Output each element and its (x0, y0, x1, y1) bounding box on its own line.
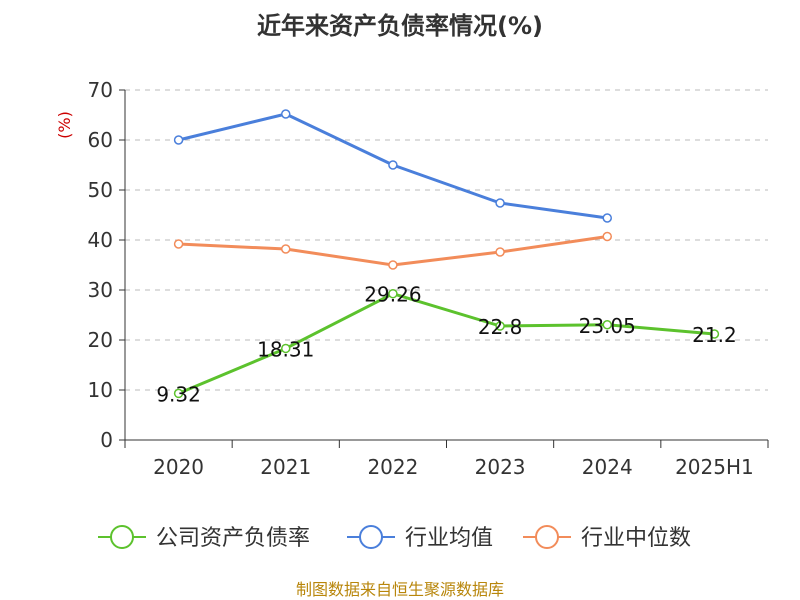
x-tick-label: 2021 (260, 455, 311, 479)
series-line (178, 292, 715, 395)
legend-marker (535, 525, 559, 549)
legend-marker (359, 525, 383, 549)
data-point (173, 388, 184, 399)
data-point (495, 247, 505, 257)
data-label: 21.2 (692, 323, 737, 347)
data-point (388, 288, 398, 299)
y-tick-label: 0 (100, 428, 113, 452)
legend-marker (110, 525, 134, 549)
y-tick-label: 60 (88, 128, 113, 152)
grid (125, 89, 768, 391)
x-tick-label: 2025H1 (675, 455, 754, 479)
legend-label: 公司资产负债率 (156, 526, 310, 551)
x-tick-label: 2023 (475, 455, 526, 479)
data-point (602, 320, 612, 330)
data-point (173, 239, 184, 249)
legend-label: 行业均值 (405, 526, 493, 551)
x-tick-label: 2024 (582, 455, 633, 479)
data-label: 18.31 (257, 337, 314, 361)
y-tick-label: 70 (88, 78, 113, 102)
data-point (602, 213, 612, 223)
legend-item[interactable]: 公司资产负债率 (98, 525, 310, 551)
data-point (388, 160, 398, 170)
legend-item[interactable]: 行业中位数 (523, 525, 691, 551)
data-label: 22.8 (478, 315, 523, 339)
axes: 0 10 20 30 40 50 60 70 2020 2021 2022 2023 2024 2025H… (88, 78, 769, 479)
data-label: 9.32 (156, 382, 201, 406)
series-group (173, 109, 720, 399)
x-tick-label: 2022 (367, 455, 418, 479)
data-point (602, 231, 612, 242)
x-tick-label: 2020 (153, 455, 204, 479)
source-note: 制图数据来自恒生聚源数据库 (296, 580, 504, 599)
y-tick-label: 50 (88, 178, 113, 202)
legend-item[interactable]: 行业均值 (347, 525, 493, 551)
legend-label: 行业中位数 (581, 526, 691, 551)
data-labels: 9.32 18.31 29.26 22.8 23.05 21.2 (156, 283, 736, 407)
y-tick-label: 10 (88, 378, 113, 402)
data-point (281, 109, 291, 119)
y-tick-label: 20 (88, 328, 113, 352)
data-point (495, 321, 505, 331)
legend[interactable]: 公司资产负债率 行业均值 行业中位数 (98, 525, 691, 551)
data-point (281, 244, 291, 254)
data-label: 23.05 (579, 314, 636, 338)
y-tick-label: 30 (88, 278, 113, 302)
data-point (281, 343, 291, 354)
data-point (173, 135, 184, 145)
data-point (709, 329, 720, 339)
data-point (388, 260, 398, 270)
data-label: 29.26 (364, 283, 421, 307)
chart-title: 近年来资产负债率情况(%) (257, 12, 543, 40)
y-unit-label: (%) (55, 111, 74, 139)
data-point (495, 198, 505, 208)
y-tick-label: 40 (88, 228, 113, 252)
